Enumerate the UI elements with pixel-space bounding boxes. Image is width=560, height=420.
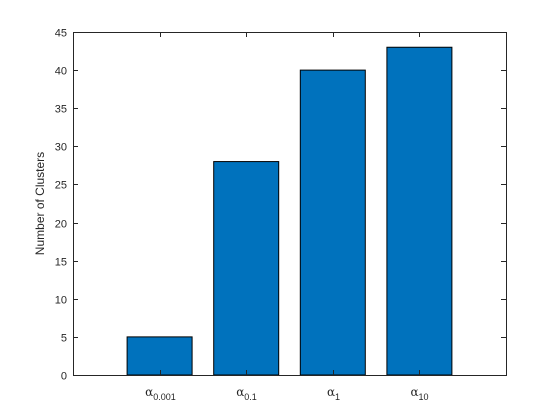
y-tick-label: 30: [55, 142, 67, 154]
bars-group: [126, 46, 453, 376]
y-tick-label: 15: [55, 257, 67, 269]
x-tick-label-2: α1: [327, 385, 340, 402]
y-tick-label: 45: [55, 28, 67, 40]
y-tick-label: 35: [55, 104, 67, 116]
x-tick-label-symbol: α: [145, 385, 153, 399]
y-tick-label: 5: [61, 333, 67, 345]
y-tick-label: 0: [61, 371, 67, 383]
bar-0: [126, 336, 193, 376]
axes-group: [73, 32, 507, 376]
y-ticks-group: 0 5 10 15 20 25 30 35 40 45: [55, 28, 506, 383]
x-tick-label-3: α10: [410, 385, 428, 402]
x-tick-label-subscript: 1: [335, 392, 340, 402]
axes-box: [73, 32, 507, 376]
bar-2: [299, 69, 366, 376]
y-tick-label: 20: [55, 219, 67, 231]
x-tick-label-symbol: α: [327, 385, 335, 399]
x-tick-label-symbol: α: [236, 385, 244, 399]
y-tick-label: 25: [55, 180, 67, 192]
y-axis-title: Number of Clusters: [33, 152, 47, 255]
bar-3: [386, 46, 453, 376]
y-tick-label: 10: [55, 295, 67, 307]
x-tick-label-subscript: 0.1: [244, 392, 257, 402]
y-tick-label: 40: [55, 66, 67, 78]
x-tick-label-symbol: α: [410, 385, 418, 399]
x-ticks-group: α0.001 α0.1 α1 α10: [145, 32, 429, 402]
x-tick-label-1: α0.1: [236, 385, 257, 402]
x-tick-label-subscript: 10: [419, 392, 429, 402]
x-tick-label-subscript: 0.001: [153, 392, 176, 402]
x-tick-label-0: α0.001: [145, 385, 176, 402]
bar-1: [213, 161, 280, 376]
